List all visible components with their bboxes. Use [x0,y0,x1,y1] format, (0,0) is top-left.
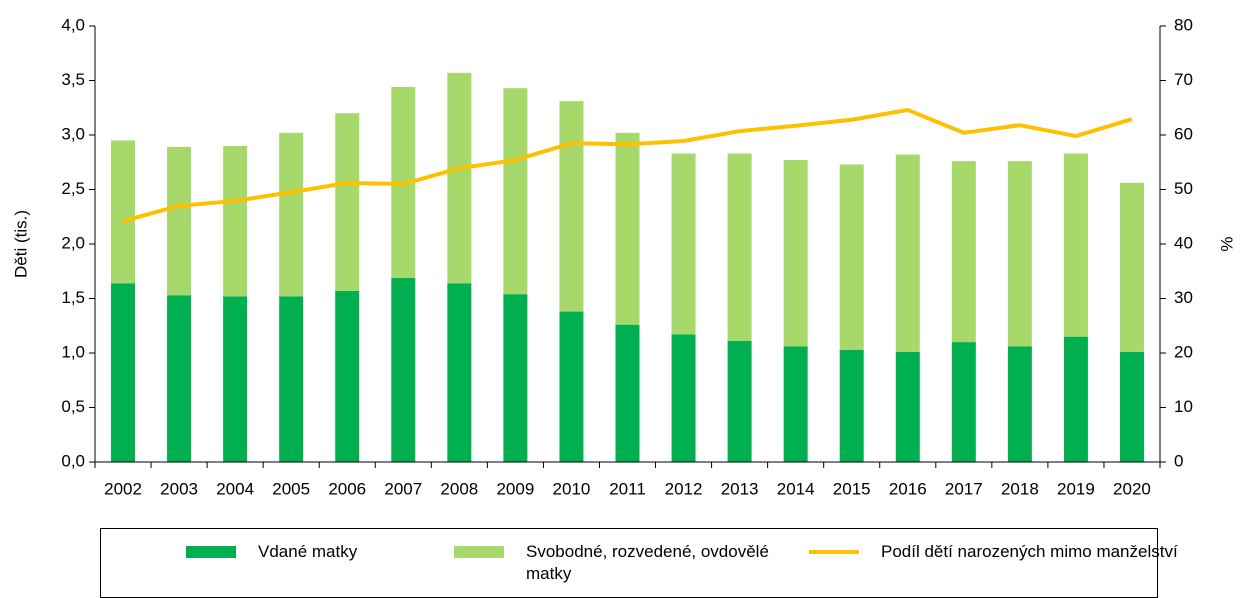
bar [391,277,416,462]
x-tick-label: 2005 [272,479,310,498]
bar [727,153,752,342]
x-tick-label: 2014 [777,479,815,498]
bar [671,153,696,335]
x-tick-label: 2003 [160,479,198,498]
legend-item: Svobodné, rozvedené, ovdovělé matky [454,541,786,585]
bar [1119,351,1144,462]
bar [839,164,864,350]
x-tick-label: 2016 [889,479,927,498]
x-tick-label: 2011 [609,479,646,498]
y2-tick-label: 80 [1174,15,1193,34]
bar [279,296,304,462]
x-tick-label: 2020 [1113,479,1151,498]
legend-label: Vdané matky [258,542,358,561]
y-axis-title: Děti (tis.) [11,210,30,278]
bar [615,324,640,462]
bar [335,113,360,291]
legend-swatch [186,546,236,558]
legend-swatch [454,546,504,558]
bar [167,295,192,462]
y2-tick-label: 20 [1174,342,1193,361]
y2-tick-label: 60 [1174,124,1193,143]
y2-tick-label: 0 [1174,451,1183,470]
bar [447,72,472,284]
y2-tick-label: 40 [1174,233,1193,252]
bar [1007,346,1032,462]
y-tick-label: 0,0 [61,451,85,470]
bar [167,146,192,296]
bar [559,101,584,312]
bar [783,346,808,462]
y-tick-label: 4,0 [61,15,85,34]
y-tick-label: 1,5 [61,288,85,307]
bar [223,296,248,462]
bar [895,154,920,352]
legend-label: Podíl dětí narozených mimo manželství [881,542,1178,561]
bar [111,283,136,462]
y2-tick-label: 70 [1174,70,1193,89]
bar [335,290,360,462]
bar [503,88,528,295]
y-tick-label: 3,0 [61,124,85,143]
bar [839,349,864,462]
bar [951,161,976,343]
bar [615,132,640,325]
legend-item: Podíl dětí narozených mimo manželství [809,541,1181,563]
bar [223,145,248,297]
y-tick-label: 2,5 [61,179,85,198]
y2-tick-label: 10 [1174,397,1193,416]
x-tick-label: 2008 [440,479,478,498]
y-tick-label: 0,5 [61,397,85,416]
y2-tick-label: 50 [1174,179,1193,198]
x-tick-label: 2015 [833,479,871,498]
bar [727,341,752,462]
x-tick-label: 2004 [216,479,254,498]
y2-tick-label: 30 [1174,288,1193,307]
legend-item: Vdané matky [186,541,458,563]
x-tick-label: 2017 [945,479,983,498]
x-tick-label: 2010 [553,479,591,498]
y-tick-label: 3,5 [61,70,85,89]
x-tick-label: 2007 [384,479,422,498]
legend: Vdané matky Svobodné, rozvedené, ovdovělé… [100,528,1178,598]
x-tick-label: 2006 [328,479,366,498]
legend-swatch [809,550,859,554]
bar [895,351,920,462]
bar [559,311,584,462]
x-tick-label: 2018 [1001,479,1039,498]
chart: Děti (tis.) % 0,0 0,5 1,0 1,5 2,0 2,5 3,0 3,5 4,… [11,15,1236,498]
x-tick-label: 2013 [721,479,759,498]
line [122,107,1133,224]
bar [503,294,528,462]
x-tick-label: 2002 [104,479,142,498]
bar [279,132,304,297]
bar [1119,182,1144,352]
bar [1007,161,1032,347]
x-tick-label: 2012 [665,479,703,498]
y-tick-label: 2,0 [61,233,85,252]
bar [111,140,136,284]
y-tick-label: 1,0 [61,342,85,361]
x-tick-label: 2019 [1057,479,1095,498]
legend-label: Svobodné, rozvedené, ovdovělé matky [526,542,769,583]
bar [783,160,808,347]
bar [671,334,696,462]
y2-axis-title: % [1217,236,1236,251]
bar [1063,153,1088,337]
bar [447,283,472,462]
bar [951,342,976,462]
x-tick-label: 2009 [496,479,534,498]
bar [1063,336,1088,462]
